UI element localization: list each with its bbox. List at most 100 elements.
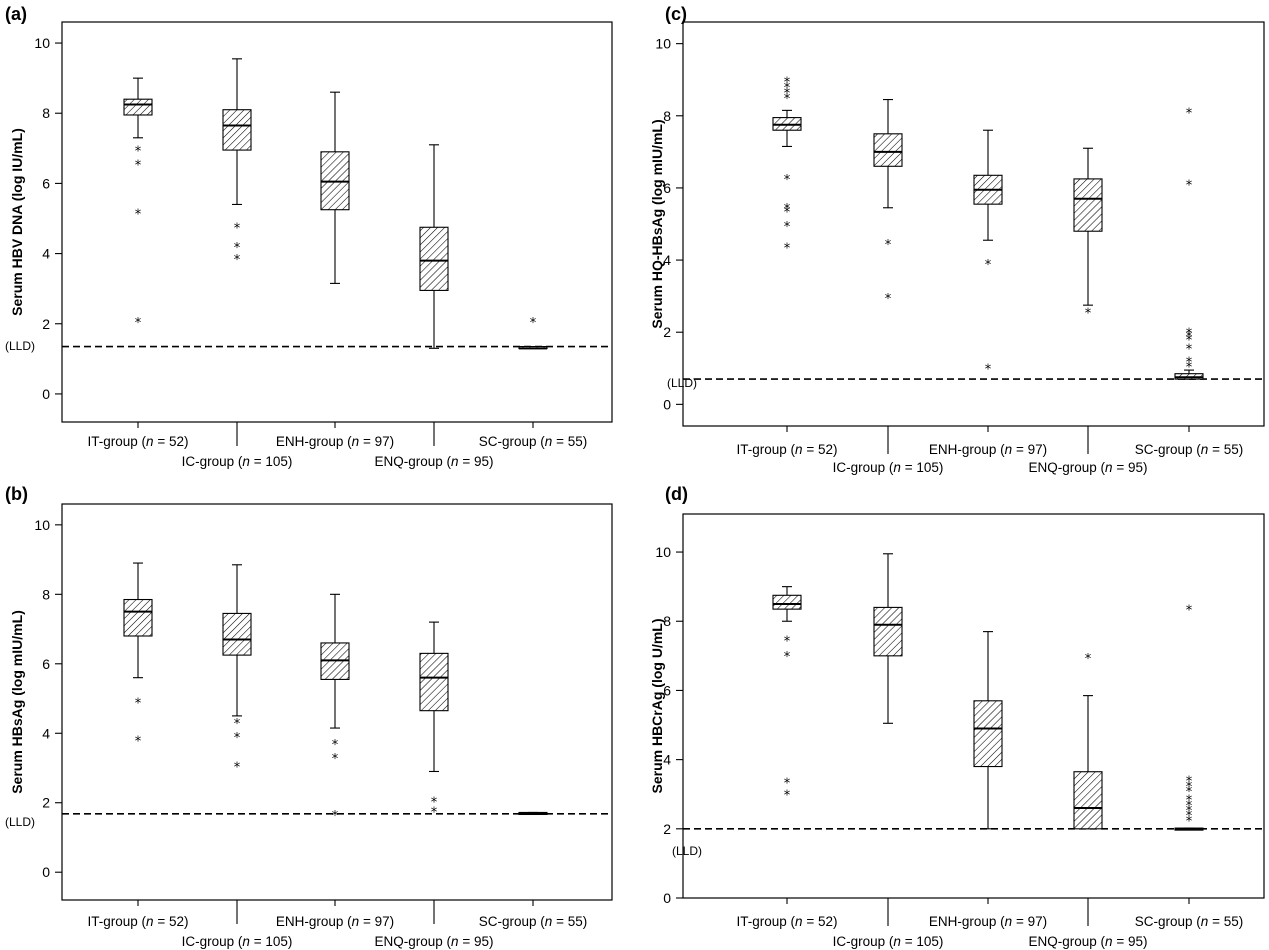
group-name: ENH-group ( (929, 914, 1005, 929)
x-tick-label: IC-group (n = 105) (833, 460, 944, 475)
box-iqr (873, 133, 903, 167)
x-tick-label: ENQ-group (n = 95) (1029, 934, 1148, 949)
group-n-count: = 95) (459, 454, 494, 469)
group-n-count: = 95) (459, 934, 494, 949)
group-n-count: = 95) (1113, 934, 1148, 949)
y-tick-label: 4 (42, 725, 50, 741)
outlier-point: * (1186, 179, 1193, 194)
group-n-symbol: n (795, 442, 803, 457)
outlier-point: * (784, 776, 791, 791)
group-n-symbol: n (1201, 442, 1209, 457)
outlier-point: * (135, 207, 142, 222)
x-tick-label: ENQ-group (n = 95) (375, 454, 494, 469)
group-n-count: = 97) (1012, 914, 1047, 929)
group-name: SC-group ( (479, 914, 546, 929)
x-tick-label: ENH-group (n = 97) (276, 434, 394, 449)
panel-label: (c) (665, 4, 687, 24)
panel-label: (d) (665, 484, 688, 504)
x-tick-label: IT-group (n = 52) (737, 914, 838, 929)
outlier-point: * (1186, 603, 1193, 618)
x-tick-label: ENQ-group (n = 95) (1029, 460, 1148, 475)
group-n-count: = 95) (1113, 460, 1148, 475)
box-0: * * IT-group (n = 52) (88, 562, 189, 929)
group-n-count: = 105) (250, 454, 292, 469)
y-tick-label: 2 (42, 795, 50, 811)
outlier-point: * (1085, 652, 1092, 667)
y-tick-label: 0 (663, 396, 671, 412)
y-tick-label: 10 (34, 35, 50, 51)
group-name: ENH-group ( (929, 442, 1005, 457)
group-n-count: = 97) (359, 914, 394, 929)
group-n-symbol: n (893, 934, 901, 949)
outlier-point: * (234, 241, 241, 256)
group-n-count: = 97) (1012, 442, 1047, 457)
box-4: SC-group (n = 55) (479, 811, 587, 929)
y-tick-label: 4 (663, 252, 671, 268)
group-name: ENQ-group ( (1029, 460, 1106, 475)
x-tick-label: SC-group (n = 55) (479, 434, 587, 449)
group-n-symbol: n (795, 914, 803, 929)
group-name: IT-group ( (737, 914, 796, 929)
group-n-symbol: n (146, 434, 154, 449)
group-n-symbol: n (352, 914, 360, 929)
y-axis-label: Serum HBV DNA (log IU/mL) (9, 128, 25, 316)
y-tick-label: 2 (663, 821, 671, 837)
x-tick-label: SC-group (n = 55) (479, 914, 587, 929)
group-n-count: = 52) (154, 914, 189, 929)
box-2: ***ENH-group (n = 97) (276, 593, 394, 929)
group-n-count: = 52) (803, 914, 838, 929)
box-1: IC-group (n = 105) (833, 553, 943, 949)
group-n-count: = 55) (1208, 442, 1243, 457)
outlier-point: * (784, 92, 791, 107)
outlier-point: * (135, 144, 142, 159)
y-tick-label: 6 (42, 175, 50, 191)
x-tick-label: ENQ-group (n = 95) (375, 934, 494, 949)
outlier-point: * (135, 316, 142, 331)
outlier-point: * (1186, 326, 1193, 341)
box-3: ENQ-group (n = 95) (375, 144, 494, 469)
group-n-symbol: n (1201, 914, 1209, 929)
outlier-point: * (332, 809, 339, 824)
box-0: ****IT-group (n = 52) (88, 77, 188, 449)
outlier-point: * (530, 316, 537, 331)
outlier-point: * (1186, 355, 1193, 370)
box-2: ENH-group (n = 97) (276, 91, 394, 449)
outlier-point: * (234, 761, 241, 776)
lld-label: (LLD) (672, 844, 702, 858)
group-n-count: = 105) (901, 460, 943, 475)
box-iqr (123, 98, 153, 116)
outlier-point: * (1186, 106, 1193, 121)
outlier-point: * (332, 738, 339, 753)
group-name: SC-group ( (479, 434, 546, 449)
group-n-symbol: n (1005, 442, 1013, 457)
box-1: ***IC-group (n = 105) (182, 58, 292, 469)
lld-label: (LLD) (5, 815, 35, 829)
x-tick-label: ENH-group (n = 97) (276, 914, 394, 929)
lld-label: (LLD) (5, 339, 35, 353)
group-n-symbol: n (451, 454, 459, 469)
outlier-point: * (1186, 334, 1193, 349)
box-3: ** ENQ-group (n = 95) (375, 621, 494, 949)
group-n-count: = 52) (803, 442, 838, 457)
group-name: ENQ-group ( (375, 934, 452, 949)
outlier-point: * (784, 202, 791, 217)
outlier-point: * (1186, 794, 1193, 809)
y-tick-label: 8 (663, 613, 671, 629)
plot-frame (61, 503, 613, 901)
group-n-symbol: n (352, 434, 360, 449)
outlier-point: * (1186, 804, 1193, 819)
outlier-point: * (234, 253, 241, 268)
outlier-point: * (784, 173, 791, 188)
group-name: IC-group ( (833, 460, 894, 475)
box-4: * SC-group (n = 55) (479, 316, 587, 449)
y-tick-label: 0 (663, 890, 671, 906)
outlier-point: * (985, 258, 992, 273)
x-tick-label: ENH-group (n = 97) (929, 914, 1047, 929)
outlier-point: * (135, 734, 142, 749)
outlier-point: * (1186, 809, 1193, 824)
box-4: ********SC-group (n = 55) (1135, 106, 1243, 457)
outlier-point: * (431, 795, 438, 810)
box-4: *********SC-group (n = 55) (1135, 603, 1243, 929)
group-n-count: = 55) (552, 914, 587, 929)
outlier-point: * (1186, 785, 1193, 800)
